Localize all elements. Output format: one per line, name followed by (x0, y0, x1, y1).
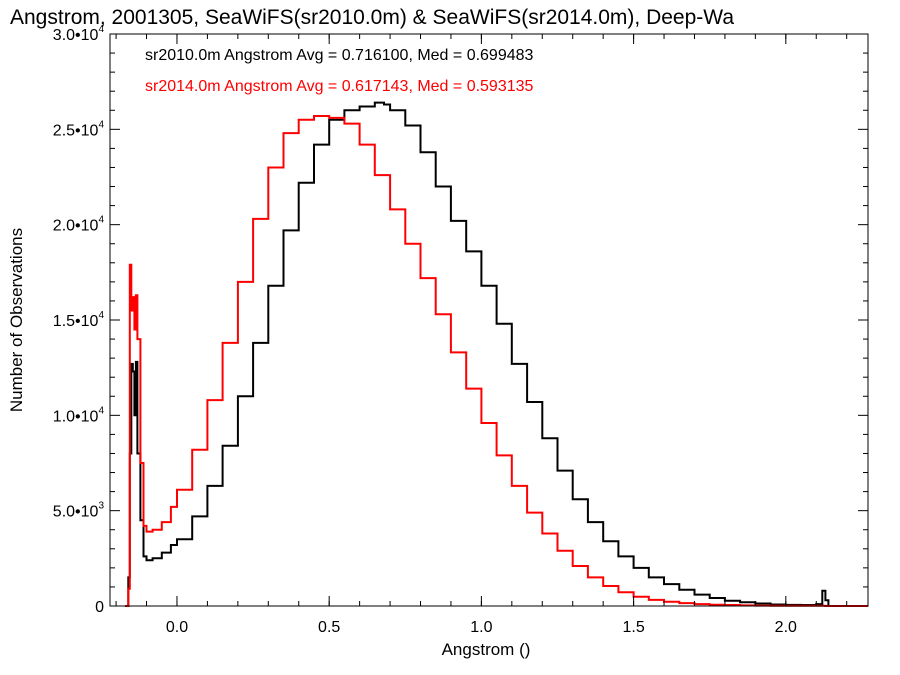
series-line-1 (125, 101, 868, 607)
y-tick-label: 5.0•103 (53, 501, 105, 521)
legend-entry-series-1: sr2010.0m Angstrom Avg = 0.716100, Med =… (145, 47, 534, 64)
x-tick-label: 1.5 (622, 619, 644, 636)
y-tick-label: 2.0•104 (53, 215, 105, 235)
x-tick-label: 0.5 (318, 619, 340, 636)
y-axis-label: Number of Observations (7, 228, 26, 412)
y-tick-label: 1.5•104 (53, 310, 105, 330)
x-axis-label: Angstrom () (442, 640, 531, 659)
x-tick-label: 1.0 (470, 619, 492, 636)
y-tick-label: 3.0•104 (53, 24, 105, 44)
x-tick-label: 2.0 (775, 619, 797, 636)
legend-entry-series-2: sr2014.0m Angstrom Avg = 0.617143, Med =… (145, 78, 534, 95)
plot-area: 0.0 0.5 1.0 1.5 2.0 0 5.0•103 1.0•104 1.5•104 2.0… (53, 24, 869, 636)
y-tick-label: 2.5•104 (53, 119, 105, 139)
series-line-2 (125, 115, 868, 607)
plot-frame (109, 33, 869, 607)
chart-title: Angstrom, 2001305, SeaWiFS(sr2010.0m) & … (10, 6, 734, 29)
x-tick-label: 0.0 (166, 619, 188, 636)
y-tick-label: 0 (95, 599, 104, 616)
y-tick-label: 1.0•104 (53, 405, 105, 425)
